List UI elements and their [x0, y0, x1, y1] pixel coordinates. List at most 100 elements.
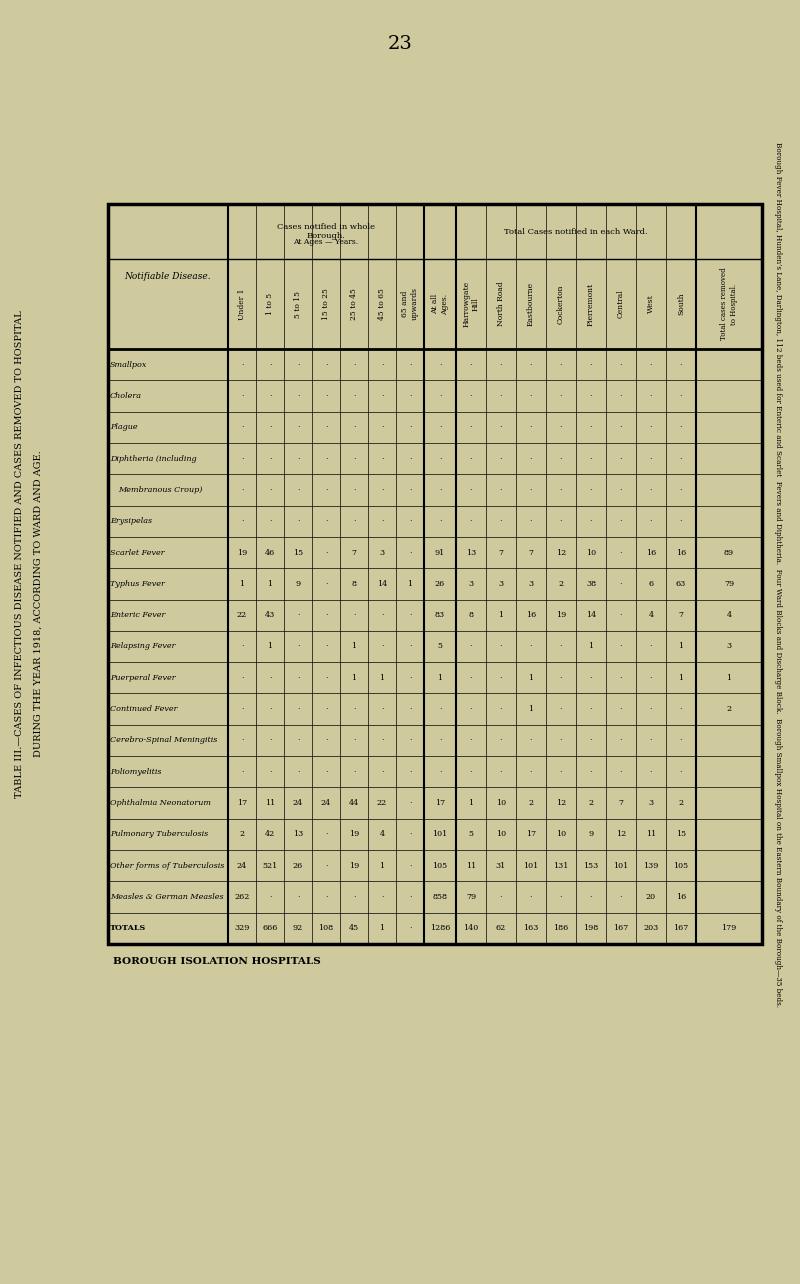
Text: 11: 11 — [466, 862, 476, 869]
Text: 15: 15 — [676, 831, 686, 838]
Text: DURING THE YEAR 1918, ACCORDING TO WARD AND AGE.: DURING THE YEAR 1918, ACCORDING TO WARD … — [34, 451, 42, 758]
Text: ·: · — [500, 894, 502, 901]
Text: ·: · — [560, 768, 562, 776]
Text: ·: · — [620, 737, 622, 745]
Text: ·: · — [620, 361, 622, 369]
Text: ·: · — [381, 894, 383, 901]
Text: TOTALS: TOTALS — [110, 924, 146, 932]
Text: ·: · — [560, 894, 562, 901]
Text: ·: · — [325, 361, 327, 369]
Text: ·: · — [680, 517, 682, 525]
Text: ·: · — [381, 455, 383, 462]
Text: 12: 12 — [616, 831, 626, 838]
Text: 8: 8 — [351, 580, 357, 588]
Text: ·: · — [381, 517, 383, 525]
Text: 79: 79 — [466, 894, 476, 901]
Text: Membranous Croup): Membranous Croup) — [118, 485, 202, 494]
Text: ·: · — [590, 517, 592, 525]
Text: 1286: 1286 — [430, 924, 450, 932]
Text: ·: · — [325, 768, 327, 776]
Text: 1: 1 — [589, 642, 594, 651]
Text: ·: · — [409, 361, 411, 369]
Text: ·: · — [560, 705, 562, 713]
Text: 10: 10 — [586, 548, 596, 556]
Text: 26: 26 — [293, 862, 303, 869]
Text: ·: · — [269, 455, 271, 462]
Text: 1: 1 — [379, 862, 385, 869]
Text: ·: · — [470, 768, 472, 776]
Text: 46: 46 — [265, 548, 275, 556]
Text: 63: 63 — [676, 580, 686, 588]
Text: ·: · — [325, 737, 327, 745]
Text: 62: 62 — [496, 924, 506, 932]
Text: ·: · — [325, 642, 327, 651]
Text: 329: 329 — [234, 924, 250, 932]
Text: 7: 7 — [678, 611, 683, 619]
Text: ·: · — [297, 737, 299, 745]
Text: ·: · — [470, 737, 472, 745]
Text: 186: 186 — [554, 924, 569, 932]
Text: ·: · — [297, 611, 299, 619]
Text: 15 to 25: 15 to 25 — [322, 288, 330, 320]
Text: ·: · — [269, 737, 271, 745]
Text: ·: · — [381, 737, 383, 745]
Text: Diphtheria (including: Diphtheria (including — [110, 455, 197, 462]
Text: ·: · — [297, 517, 299, 525]
Text: 12: 12 — [556, 548, 566, 556]
Text: ·: · — [500, 517, 502, 525]
Text: 17: 17 — [526, 831, 536, 838]
Text: ·: · — [500, 455, 502, 462]
Text: 140: 140 — [463, 924, 478, 932]
Text: ·: · — [680, 768, 682, 776]
Text: BOROUGH ISOLATION HOSPITALS: BOROUGH ISOLATION HOSPITALS — [113, 958, 321, 967]
Text: 163: 163 — [523, 924, 538, 932]
Text: 521: 521 — [262, 862, 278, 869]
Text: ·: · — [241, 455, 243, 462]
Text: ·: · — [438, 485, 442, 494]
Text: 12: 12 — [556, 799, 566, 808]
Text: ·: · — [381, 485, 383, 494]
Text: Relapsing Fever: Relapsing Fever — [110, 642, 175, 651]
Text: ·: · — [269, 705, 271, 713]
Text: ·: · — [560, 485, 562, 494]
Text: ·: · — [620, 517, 622, 525]
Text: ·: · — [297, 768, 299, 776]
Text: ·: · — [530, 424, 532, 431]
Text: ·: · — [438, 424, 442, 431]
Text: ·: · — [325, 517, 327, 525]
Text: 666: 666 — [262, 924, 278, 932]
Text: 1: 1 — [267, 642, 273, 651]
Text: At Ages — Years.: At Ages — Years. — [294, 239, 358, 247]
Bar — [108, 204, 762, 944]
Text: ·: · — [530, 517, 532, 525]
Text: Other forms of Tuberculosis: Other forms of Tuberculosis — [110, 862, 224, 869]
Text: 91: 91 — [435, 548, 445, 556]
Text: ·: · — [297, 705, 299, 713]
Text: Central: Central — [617, 290, 625, 318]
Text: ·: · — [241, 392, 243, 401]
Text: ·: · — [650, 455, 652, 462]
Text: ·: · — [470, 485, 472, 494]
Text: 1: 1 — [469, 799, 474, 808]
Text: ·: · — [353, 361, 355, 369]
Text: ·: · — [297, 642, 299, 651]
Text: ·: · — [590, 768, 592, 776]
Text: ·: · — [560, 517, 562, 525]
Text: ·: · — [381, 392, 383, 401]
Text: ·: · — [241, 517, 243, 525]
Text: ·: · — [269, 894, 271, 901]
Text: 7: 7 — [529, 548, 534, 556]
Text: 5 to 15: 5 to 15 — [294, 290, 302, 317]
Text: At all
Ages.: At all Ages. — [431, 294, 449, 315]
Text: 92: 92 — [293, 924, 303, 932]
Text: 1: 1 — [267, 580, 273, 588]
Text: Under 1: Under 1 — [238, 288, 246, 320]
Text: 22: 22 — [237, 611, 247, 619]
Text: Cockerton: Cockerton — [557, 284, 565, 324]
Text: ·: · — [381, 642, 383, 651]
Text: ·: · — [438, 455, 442, 462]
Text: 139: 139 — [643, 862, 658, 869]
Text: 1: 1 — [726, 674, 731, 682]
Text: 19: 19 — [556, 611, 566, 619]
Text: ·: · — [650, 424, 652, 431]
